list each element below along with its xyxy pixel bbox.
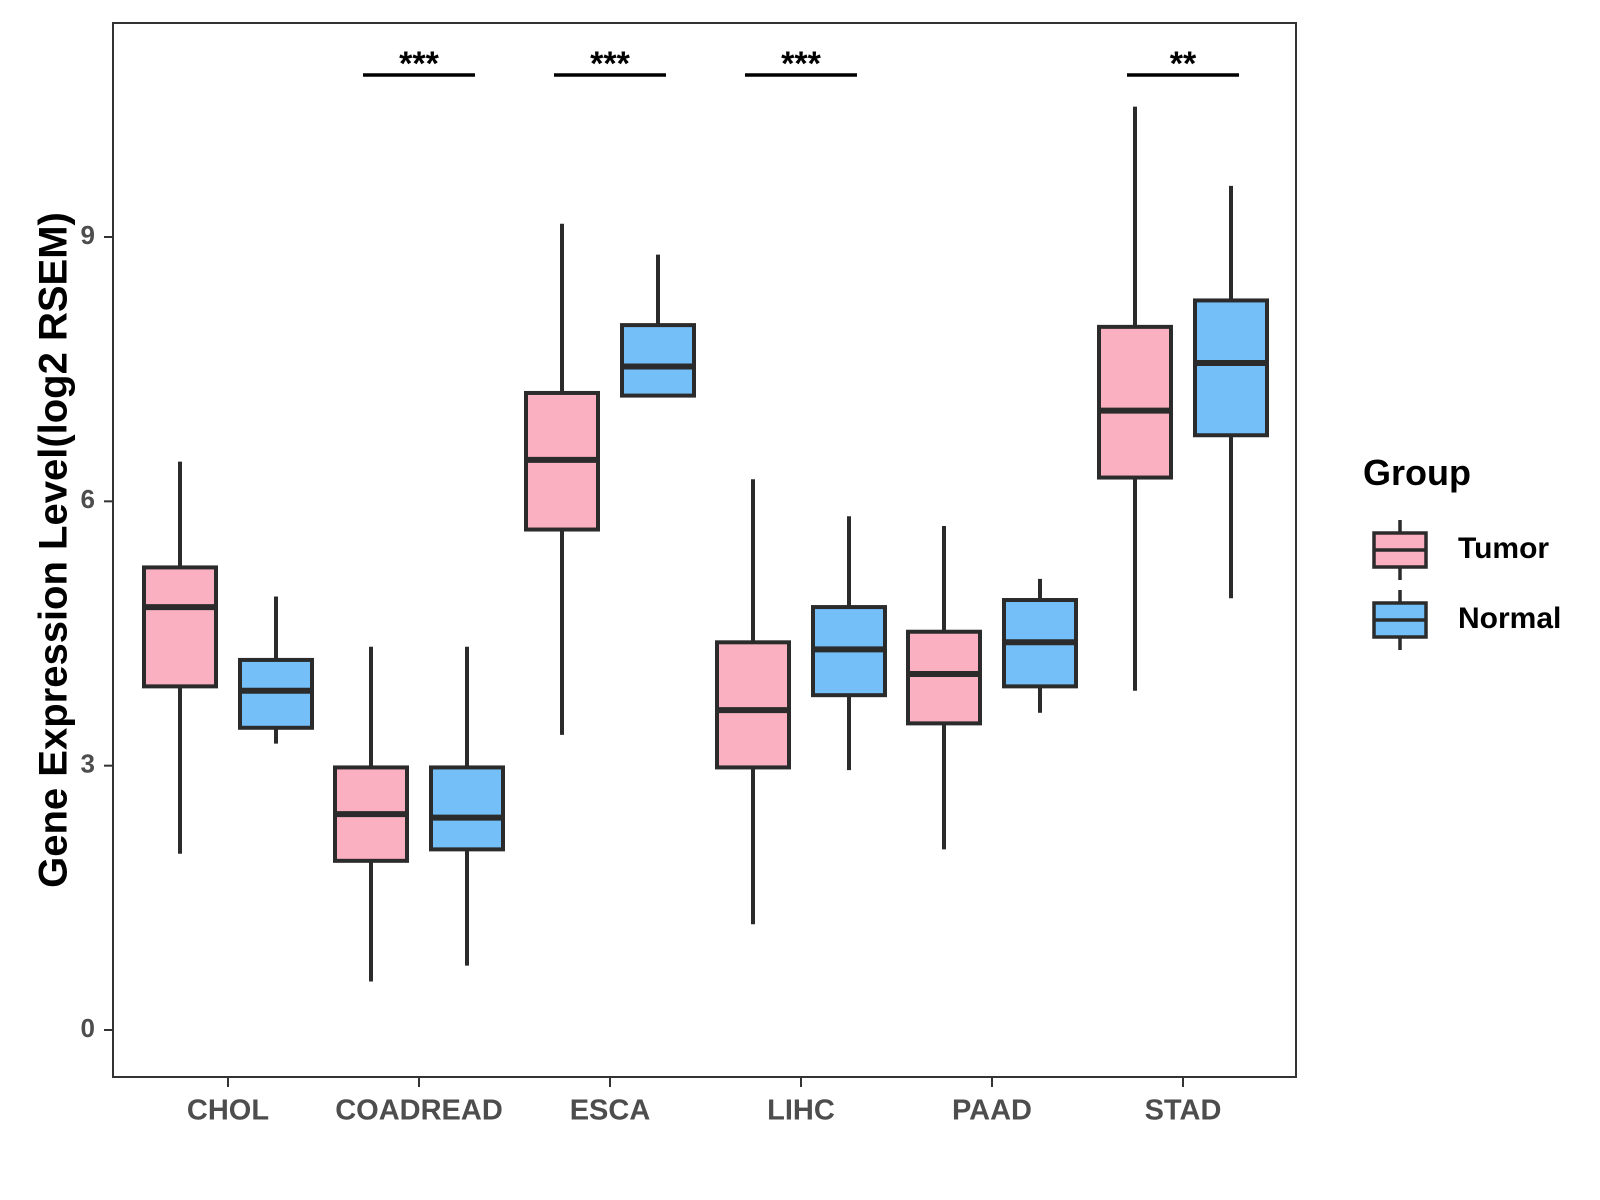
significance-annotations: *** *** *** **	[363, 45, 1239, 83]
x-tick-label: COADREAD	[335, 1095, 503, 1127]
box-tumor-lihc	[715, 479, 791, 925]
box-normal-paad	[1002, 578, 1078, 713]
box-normal-lihc	[811, 516, 887, 771]
box-iqr	[1193, 298, 1269, 438]
x-tick-label: PAAD	[952, 1095, 1032, 1127]
box-tumor-stad	[1097, 106, 1173, 691]
box-tumor-coadread	[333, 646, 409, 982]
box-series	[142, 106, 1269, 982]
x-tick-label: ESCA	[570, 1095, 651, 1127]
legend-label: Normal	[1458, 602, 1561, 635]
y-tick-label: 6	[81, 484, 95, 514]
box-tumor-esca	[524, 223, 600, 735]
box-tumor-paad	[906, 526, 982, 850]
y-tick-label: 3	[81, 749, 95, 779]
legend-item-normal: Normal	[1372, 590, 1561, 650]
y-tick-label: 9	[81, 220, 95, 250]
significance-label: **	[1170, 45, 1197, 83]
box-normal-esca	[620, 254, 696, 398]
box-iqr	[715, 640, 791, 770]
significance-label: ***	[590, 45, 630, 83]
plot-panel-border	[112, 22, 1297, 1078]
box-normal-stad	[1193, 185, 1269, 599]
significance-label: ***	[781, 45, 821, 83]
box-iqr	[1097, 324, 1173, 480]
x-axis: CHOL COADREAD ESCA LIHC PAAD STAD	[187, 1077, 1221, 1127]
y-axis-title: Gene Expression Level(log2 RSEM)	[32, 212, 76, 888]
box-tumor-chol	[142, 461, 218, 854]
box-iqr	[238, 657, 314, 730]
y-tick-label: 0	[81, 1013, 95, 1043]
box-iqr	[906, 629, 982, 726]
box-iqr	[142, 565, 218, 689]
box-normal-chol	[238, 596, 314, 744]
legend-title: Group	[1363, 452, 1471, 493]
x-tick-label: STAD	[1145, 1095, 1222, 1127]
x-tick-label: LIHC	[767, 1095, 835, 1127]
box-iqr	[429, 765, 505, 852]
box-normal-coadread	[429, 646, 505, 966]
y-axis: 0 3 6 9	[81, 220, 113, 1043]
legend-item-tumor: Tumor	[1372, 520, 1549, 580]
significance-label: ***	[399, 45, 439, 83]
x-tick-label: CHOL	[187, 1095, 269, 1127]
legend: Group Tumor Normal	[1363, 452, 1561, 650]
legend-label: Tumor	[1458, 532, 1549, 565]
box-iqr	[620, 323, 696, 398]
